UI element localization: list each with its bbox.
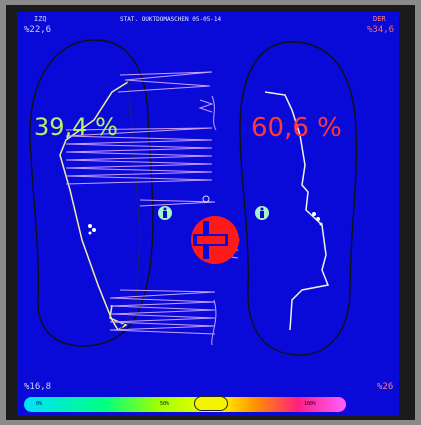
left-contour-trace <box>59 81 129 332</box>
right-foot-outline <box>239 41 358 356</box>
right-top-percentage: %34,6 <box>367 25 395 35</box>
left-foot-icon <box>158 206 172 220</box>
right-marker-dots <box>312 212 323 226</box>
right-load-percentage: 60,6 % <box>251 113 342 143</box>
left-top-percentage: %22,6 <box>24 25 52 35</box>
left-marker-dots <box>88 224 96 235</box>
header-title: STAT. OUKTDOMASCHEN 05-05-14 <box>120 16 222 23</box>
left-load-percentage: 39,4 % <box>34 113 118 141</box>
left-arch-line <box>119 81 141 331</box>
left-side-label: IZQ <box>34 15 47 23</box>
plantar-pressure-screen <box>17 12 399 416</box>
scale-high-label: 100% <box>304 401 317 407</box>
right-side-label: DER <box>373 15 386 23</box>
right-foot-icon <box>255 206 269 220</box>
pressure-color-scale: 0% 50% 100% <box>24 396 346 412</box>
scale-marker <box>194 396 228 411</box>
scale-low-label: 0% <box>36 401 43 407</box>
right-bottom-percentage: %26 <box>377 382 394 392</box>
center-of-pressure-icon <box>191 216 240 264</box>
left-bottom-percentage: %16,8 <box>24 382 52 392</box>
right-contour-trace <box>264 91 330 331</box>
top-center-marker <box>202 195 210 203</box>
left-foot-outline <box>29 39 154 347</box>
scale-mid-label: 50% <box>160 401 170 407</box>
